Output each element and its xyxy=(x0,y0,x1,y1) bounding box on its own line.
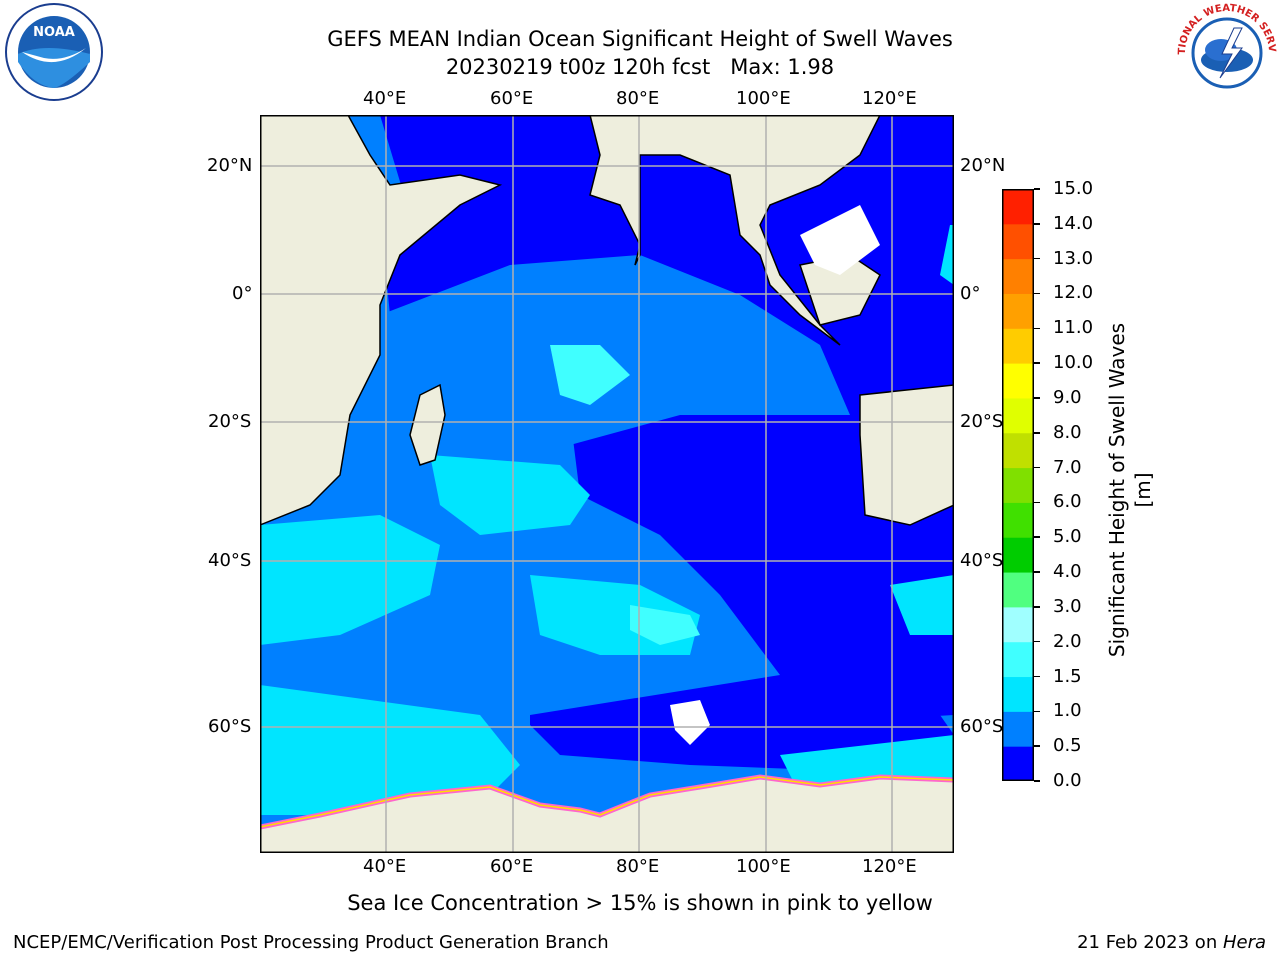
lon-label-bottom-100e: 100°E xyxy=(736,856,791,877)
nws-logo: NATIONAL WEATHER SERVICE xyxy=(1172,0,1278,104)
colorbar-tick-mark xyxy=(1034,397,1040,399)
lon-label-bottom-60e: 60°E xyxy=(490,856,534,877)
date-label: 21 Feb 2023 on xyxy=(1077,932,1223,953)
machine-name: Hera xyxy=(1222,932,1266,953)
colorbar-tick-mark xyxy=(1034,745,1040,747)
colorbar-tick-mark xyxy=(1034,432,1040,434)
colorbar-swatch xyxy=(1002,746,1034,782)
colorbar-tick-mark xyxy=(1034,606,1040,608)
colorbar-swatch xyxy=(1002,711,1034,747)
colorbar-tick-mark xyxy=(1034,466,1040,469)
colorbar-ticks: 0.0 0.5 1.0 1.5 2.0 3.0 4.0 5.0 6.0 7.0 8.0 9.0 10.0… xyxy=(1034,0,1100,960)
lon-label-bottom-120e: 120°E xyxy=(862,856,917,877)
colorbar-tick-mark xyxy=(1034,257,1040,260)
colorbar-tick-mark xyxy=(1034,571,1040,573)
colorbar-tick-mark xyxy=(1034,536,1040,538)
colorbar-tick-label: 10.0 xyxy=(1053,352,1094,374)
lat-label-right-20s: 20°S xyxy=(960,411,1004,432)
lat-label-left-20s: 20°S xyxy=(208,411,252,432)
colorbar-swatch xyxy=(1002,432,1034,469)
colorbar-swatch xyxy=(1002,676,1034,712)
colorbar-swatch xyxy=(1002,223,1034,260)
lon-label-bottom-40e: 40°E xyxy=(363,856,407,877)
colorbar-tick-mark xyxy=(1034,188,1040,190)
colorbar-swatch xyxy=(1002,363,1034,399)
colorbar-swatch xyxy=(1002,572,1034,608)
colorbar-tick-mark xyxy=(1034,223,1040,225)
colorbar-tick-label: 12.0 xyxy=(1053,282,1094,304)
colorbar-swatch xyxy=(1002,537,1034,573)
colorbar-tick-label: 6.0 xyxy=(1053,491,1082,513)
lat-label-left-0: 0° xyxy=(232,283,253,304)
lon-label-top-120e: 120°E xyxy=(862,88,917,109)
map-title: GEFS MEAN Indian Ocean Significant Heigh… xyxy=(327,27,953,51)
colorbar-swatch xyxy=(1002,641,1034,678)
lon-label-top-40e: 40°E xyxy=(363,88,407,109)
lon-label-top-80e: 80°E xyxy=(616,88,660,109)
colorbar-tick-label: 9.0 xyxy=(1053,386,1082,408)
colorbar-swatch xyxy=(1002,606,1034,643)
colorbar-border xyxy=(1002,189,1034,781)
lon-label-top-60e: 60°E xyxy=(490,88,534,109)
colorbar-tick-label: 4.0 xyxy=(1053,561,1082,583)
colorbar-tick-label: 3.0 xyxy=(1053,595,1082,617)
lat-label-right-0: 0° xyxy=(960,283,981,304)
colorbar-swatch xyxy=(1002,502,1034,538)
colorbar-tick-label: 2.0 xyxy=(1053,630,1082,652)
colorbar-tick-mark xyxy=(1034,640,1040,643)
colorbar-tick-label: 14.0 xyxy=(1053,212,1094,234)
colorbar-swatch xyxy=(1002,293,1034,329)
colorbar-swatch xyxy=(1002,467,1034,503)
lon-label-bottom-80e: 80°E xyxy=(616,856,660,877)
lat-label-right-40s: 40°S xyxy=(960,550,1004,571)
colorbar-swatch xyxy=(1002,258,1034,294)
noaa-logo: NOAA xyxy=(4,2,104,102)
map-subtitle: 20230219 t00z 120h fcst Max: 1.98 xyxy=(445,55,835,79)
lat-label-right-60s: 60°S xyxy=(960,716,1004,737)
credit-text: NCEP/EMC/Verification Post Processing Pr… xyxy=(13,932,609,953)
sea-ice-note: Sea Ice Concentration > 15% is shown in … xyxy=(347,891,933,915)
colorbar-tick-label: 7.0 xyxy=(1053,456,1082,478)
colorbar-label-box: Significant Height of Swell Waves [m] xyxy=(1104,290,1156,690)
colorbar-swatch xyxy=(1002,189,1034,225)
colorbar-tick-mark xyxy=(1034,292,1040,295)
colorbar-tick-label: 1.5 xyxy=(1053,665,1082,687)
colorbar-swatch xyxy=(1002,397,1034,434)
colorbar-tick-label: 0.5 xyxy=(1053,735,1082,757)
colorbar-tick-label: 1.0 xyxy=(1053,700,1082,722)
lat-label-right-20n: 20°N xyxy=(960,155,1006,176)
colorbar-swatches xyxy=(1002,189,1034,782)
colorbar-swatch xyxy=(1002,328,1034,364)
date-text: 21 Feb 2023 on Hera xyxy=(1077,932,1266,953)
colorbar-tick-mark xyxy=(1034,501,1040,504)
colorbar-tick-label: 5.0 xyxy=(1053,526,1082,548)
colorbar-label: Significant Height of Swell Waves [m] xyxy=(1105,322,1155,658)
colorbar-tick-label: 8.0 xyxy=(1053,421,1082,443)
colorbar-tick-mark xyxy=(1034,327,1040,330)
colorbar-tick-label: 15.0 xyxy=(1053,178,1094,199)
lon-label-top-100e: 100°E xyxy=(736,88,791,109)
noaa-logo-text: NOAA xyxy=(33,25,75,40)
map-panel xyxy=(259,114,955,854)
lat-label-left-60s: 60°S xyxy=(208,716,252,737)
colorbar-tick-label: 0.0 xyxy=(1053,770,1082,791)
colorbar-tick-label: 11.0 xyxy=(1053,317,1094,339)
colorbar-tick-mark xyxy=(1034,675,1040,678)
ocean-map xyxy=(259,114,955,854)
lat-label-left-20n: 20°N xyxy=(207,155,253,176)
colorbar-tick-mark xyxy=(1034,780,1040,782)
colorbar-tick-label: 13.0 xyxy=(1053,247,1094,269)
lat-label-left-40s: 40°S xyxy=(208,550,252,571)
colorbar-tick-mark xyxy=(1034,362,1040,364)
colorbar-tick-mark xyxy=(1034,710,1040,713)
colorbar xyxy=(1002,189,1034,782)
